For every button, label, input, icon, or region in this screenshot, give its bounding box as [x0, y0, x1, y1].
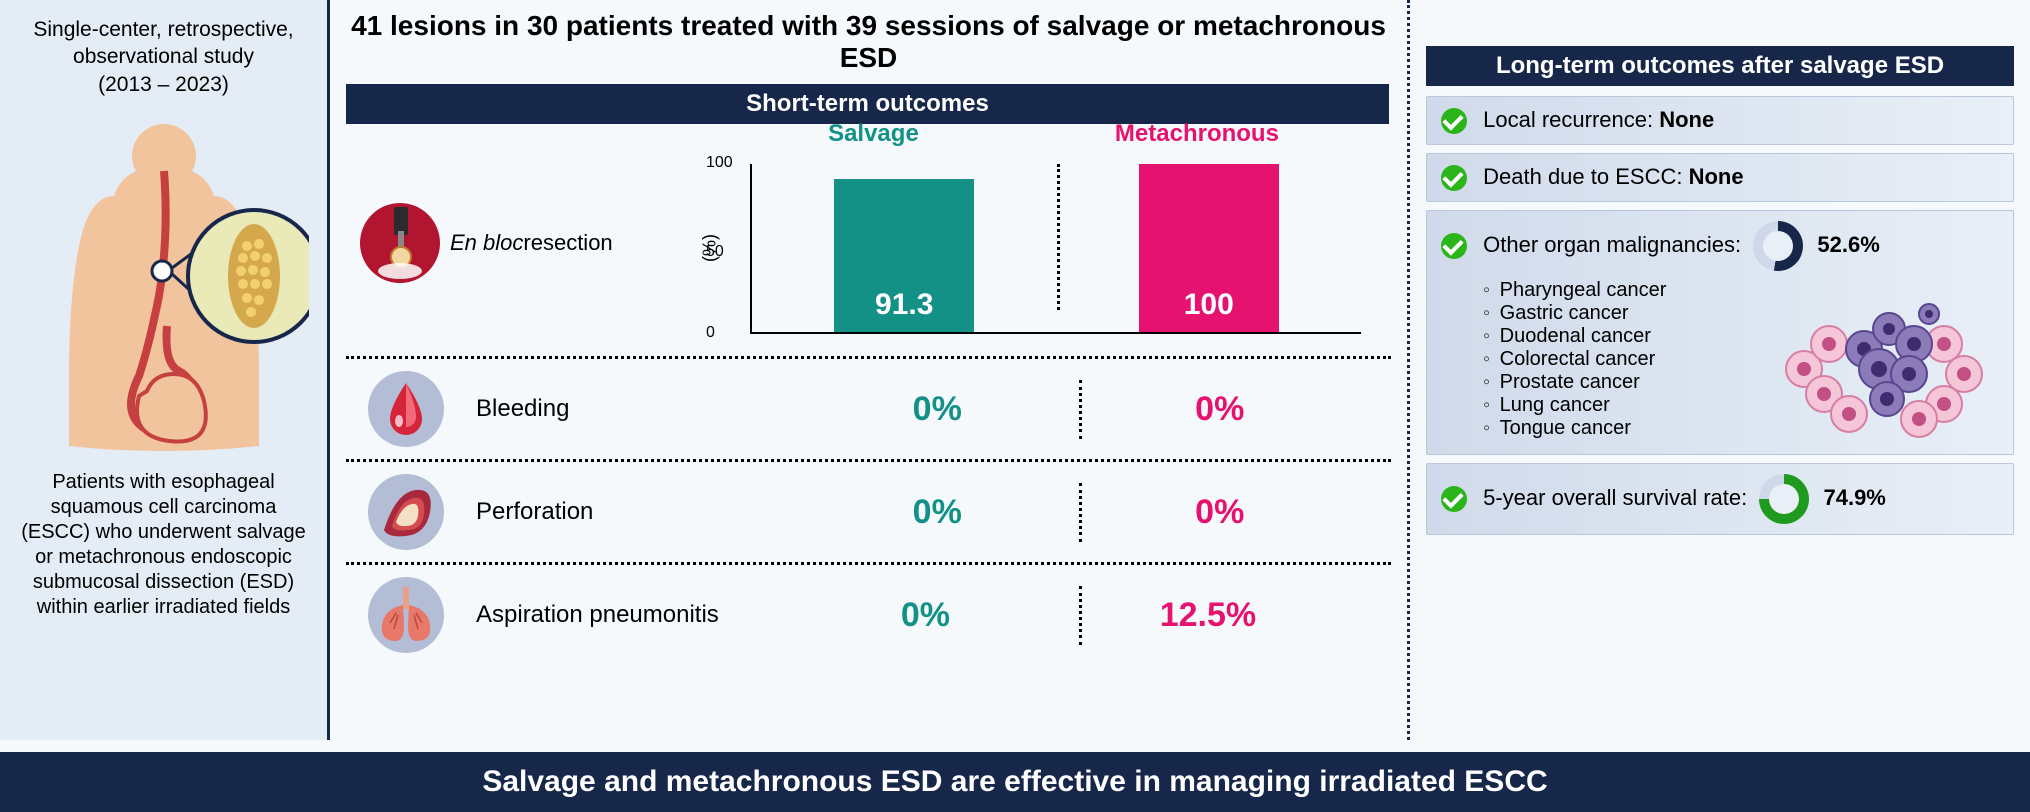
stat-salvage-value: 0%	[913, 390, 962, 429]
lt-item-recurrence: Local recurrence: None	[1426, 96, 2014, 145]
ytick-100: 100	[706, 154, 733, 172]
stat-label: Aspiration pneumonitis	[476, 601, 796, 629]
bleeding-icon	[366, 369, 446, 449]
left-panel: Single-center, retrospective, observatio…	[0, 0, 330, 740]
lt-item-malignancies: Other organ malignancies: 52.6% Pharynge…	[1426, 210, 2014, 455]
long-term-header: Long-term outcomes after salvage ESD	[1426, 46, 2014, 86]
enbloc-row: Salvage Metachronous En bloc resection (…	[330, 124, 1407, 356]
stat-meta-value: 0%	[1195, 390, 1244, 429]
stat-divider	[1079, 483, 1082, 542]
perforation-icon	[366, 472, 446, 552]
stat-divider	[1079, 380, 1082, 439]
bar-salvage-label: 91.3	[875, 288, 933, 322]
lt-recurrence-value: None	[1659, 107, 1714, 132]
lt-malignancies-percent: 52.6%	[1817, 232, 1879, 257]
lt-death-text: Death due to ESCC:	[1483, 164, 1688, 189]
donut-malignancies	[1753, 221, 1803, 271]
enbloc-icon	[350, 130, 450, 356]
stat-meta-value: 12.5%	[1160, 596, 1256, 635]
anatomy-diagram	[19, 116, 309, 456]
left-description: Patients with esophageal squamous cell c…	[16, 470, 311, 620]
study-type-line3: (2013 – 2023)	[98, 73, 229, 96]
lt-item-survival: 5-year overall survival rate: 74.9%	[1426, 463, 2014, 535]
bar-salvage: 91.3	[834, 179, 974, 332]
ytick-0: 0	[706, 324, 715, 342]
short-term-header: Short-term outcomes	[346, 84, 1389, 124]
stat-row-perforation: Perforation 0% 0%	[346, 459, 1391, 562]
study-type-line2: observational study	[73, 45, 254, 68]
right-panel: Long-term outcomes after salvage ESD Loc…	[1410, 0, 2030, 740]
conclusion-bar: Salvage and metachronous ESD are effecti…	[0, 752, 2030, 812]
ytick-50: 50	[706, 243, 724, 261]
bar-chart: (%) 0 50 100 91.3 100	[750, 164, 1361, 334]
lt-item-death: Death due to ESCC: None	[1426, 153, 2014, 202]
main-layout: Single-center, retrospective, observatio…	[0, 0, 2030, 740]
lt-death-value: None	[1689, 164, 1744, 189]
stat-label: Bleeding	[476, 395, 796, 423]
stat-values: 0% 0%	[796, 390, 1361, 429]
bar-meta: 100	[1139, 164, 1279, 332]
lt-survival-text: 5-year overall survival rate:	[1483, 485, 1747, 510]
check-icon	[1441, 108, 1467, 134]
study-type: Single-center, retrospective, observatio…	[33, 16, 293, 98]
check-icon	[1441, 486, 1467, 512]
enbloc-label: En bloc resection	[450, 130, 710, 356]
enbloc-chart: (%) 0 50 100 91.3 100	[710, 130, 1391, 356]
middle-panel: 41 lesions in 30 patients treated with 3…	[330, 0, 1410, 740]
stat-rows: Bleeding0%0%Perforation0%0%Aspiration pn…	[330, 356, 1407, 665]
lt-malignancies-text: Other organ malignancies:	[1483, 232, 1741, 257]
cells-illustration	[1769, 274, 1999, 444]
stat-values: 0% 0%	[796, 493, 1361, 532]
aspiration-icon	[366, 575, 446, 655]
lt-survival-percent: 74.9%	[1823, 485, 1885, 510]
stat-values: 0% 12.5%	[796, 596, 1361, 635]
donut-survival	[1759, 474, 1809, 524]
stat-row-bleeding: Bleeding 0% 0%	[346, 356, 1391, 459]
page-title: 41 lesions in 30 patients treated with 3…	[330, 8, 1407, 84]
bar-meta-label: 100	[1184, 288, 1234, 322]
conclusion-text: Salvage and metachronous ESD are effecti…	[482, 765, 1547, 799]
stat-divider	[1079, 586, 1082, 645]
check-icon	[1441, 233, 1467, 259]
study-type-line1: Single-center, retrospective,	[33, 18, 293, 41]
stat-row-aspiration: Aspiration pneumonitis 0% 12.5%	[346, 562, 1391, 665]
stat-salvage-value: 0%	[901, 596, 950, 635]
lt-recurrence-text: Local recurrence:	[1483, 107, 1659, 132]
stat-meta-value: 0%	[1195, 493, 1244, 532]
stat-label: Perforation	[476, 498, 796, 526]
stat-salvage-value: 0%	[913, 493, 962, 532]
check-icon	[1441, 165, 1467, 191]
chart-divider	[1057, 164, 1060, 310]
